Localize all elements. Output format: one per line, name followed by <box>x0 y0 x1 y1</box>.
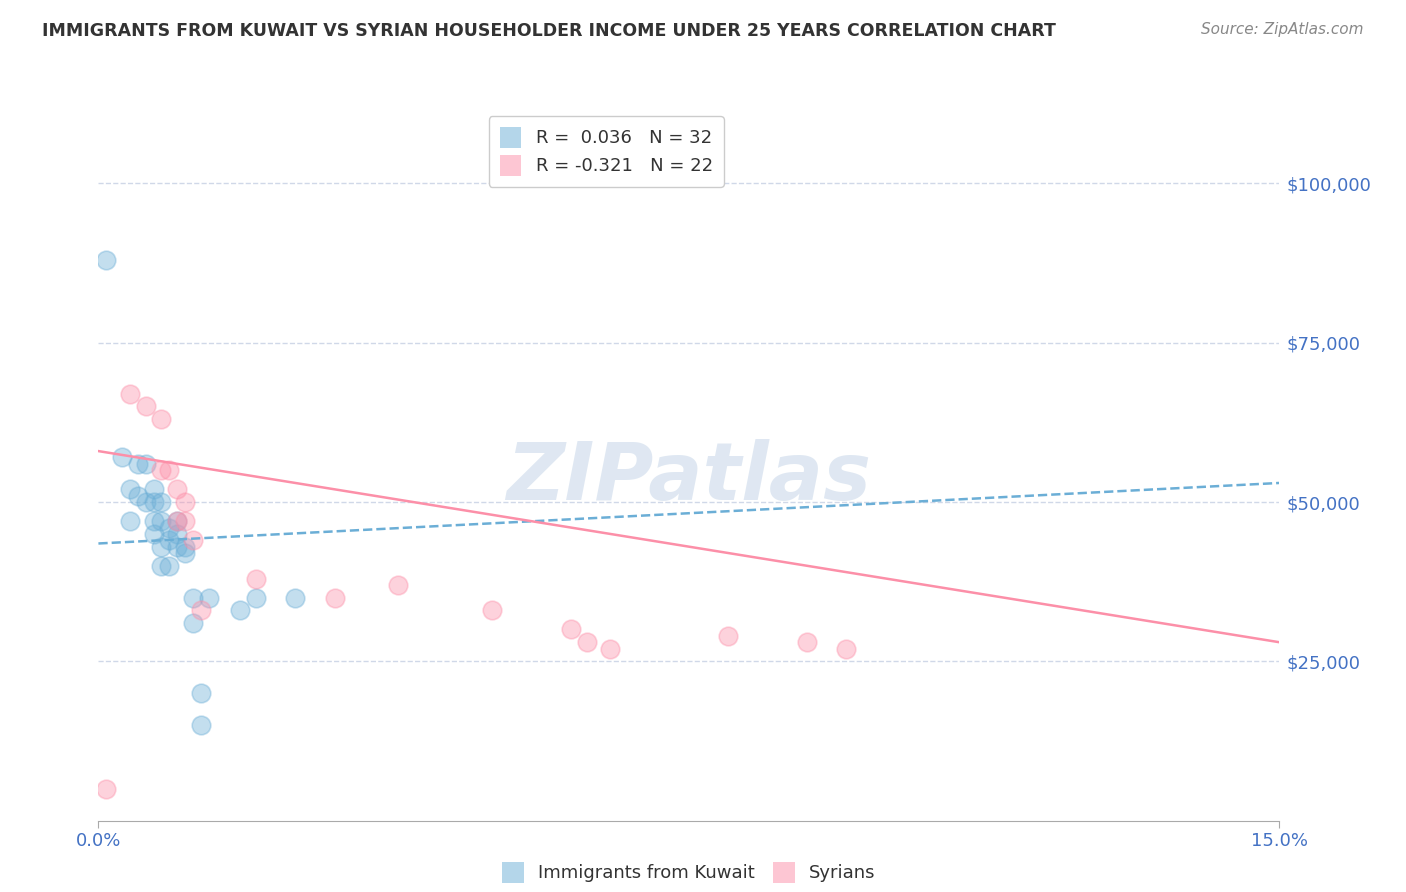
Point <box>118 483 141 497</box>
Point <box>190 718 212 732</box>
Point <box>166 514 188 528</box>
Text: Source: ZipAtlas.com: Source: ZipAtlas.com <box>1201 22 1364 37</box>
Point <box>96 252 118 267</box>
Point <box>142 514 165 528</box>
Text: IMMIGRANTS FROM KUWAIT VS SYRIAN HOUSEHOLDER INCOME UNDER 25 YEARS CORRELATION C: IMMIGRANTS FROM KUWAIT VS SYRIAN HOUSEHO… <box>42 22 1056 40</box>
Point <box>284 591 307 605</box>
Point <box>717 629 740 643</box>
Point <box>190 686 212 700</box>
Point <box>166 540 188 554</box>
Point <box>166 527 188 541</box>
Point <box>135 400 157 414</box>
Point <box>150 495 173 509</box>
Point <box>190 603 212 617</box>
Point <box>181 616 204 631</box>
Point <box>142 483 165 497</box>
Point <box>142 495 165 509</box>
Point <box>166 483 188 497</box>
Point <box>245 572 267 586</box>
Point <box>174 495 197 509</box>
Point <box>599 641 621 656</box>
Point <box>96 781 118 796</box>
Point <box>796 635 818 649</box>
Point <box>481 603 503 617</box>
Text: ZIPatlas: ZIPatlas <box>506 439 872 517</box>
Point <box>118 514 141 528</box>
Point <box>166 514 188 528</box>
Point <box>111 450 134 465</box>
Point <box>229 603 252 617</box>
Point <box>150 412 173 426</box>
Point <box>174 546 197 560</box>
Point <box>150 558 173 573</box>
Point <box>150 540 173 554</box>
Point <box>181 591 204 605</box>
Point <box>245 591 267 605</box>
Point <box>181 533 204 548</box>
Point <box>118 386 141 401</box>
Point <box>135 457 157 471</box>
Point <box>142 527 165 541</box>
Point <box>135 495 157 509</box>
Point <box>575 635 598 649</box>
Point <box>150 514 173 528</box>
Point <box>174 540 197 554</box>
Point <box>127 489 149 503</box>
Point <box>157 533 180 548</box>
Point <box>387 578 409 592</box>
Point <box>127 457 149 471</box>
Point <box>157 463 180 477</box>
Point <box>174 514 197 528</box>
Legend: Immigrants from Kuwait, Syrians: Immigrants from Kuwait, Syrians <box>495 855 883 890</box>
Point <box>835 641 858 656</box>
Point <box>197 591 219 605</box>
Point <box>157 520 180 534</box>
Point <box>150 463 173 477</box>
Point <box>157 558 180 573</box>
Point <box>323 591 346 605</box>
Point <box>560 623 582 637</box>
